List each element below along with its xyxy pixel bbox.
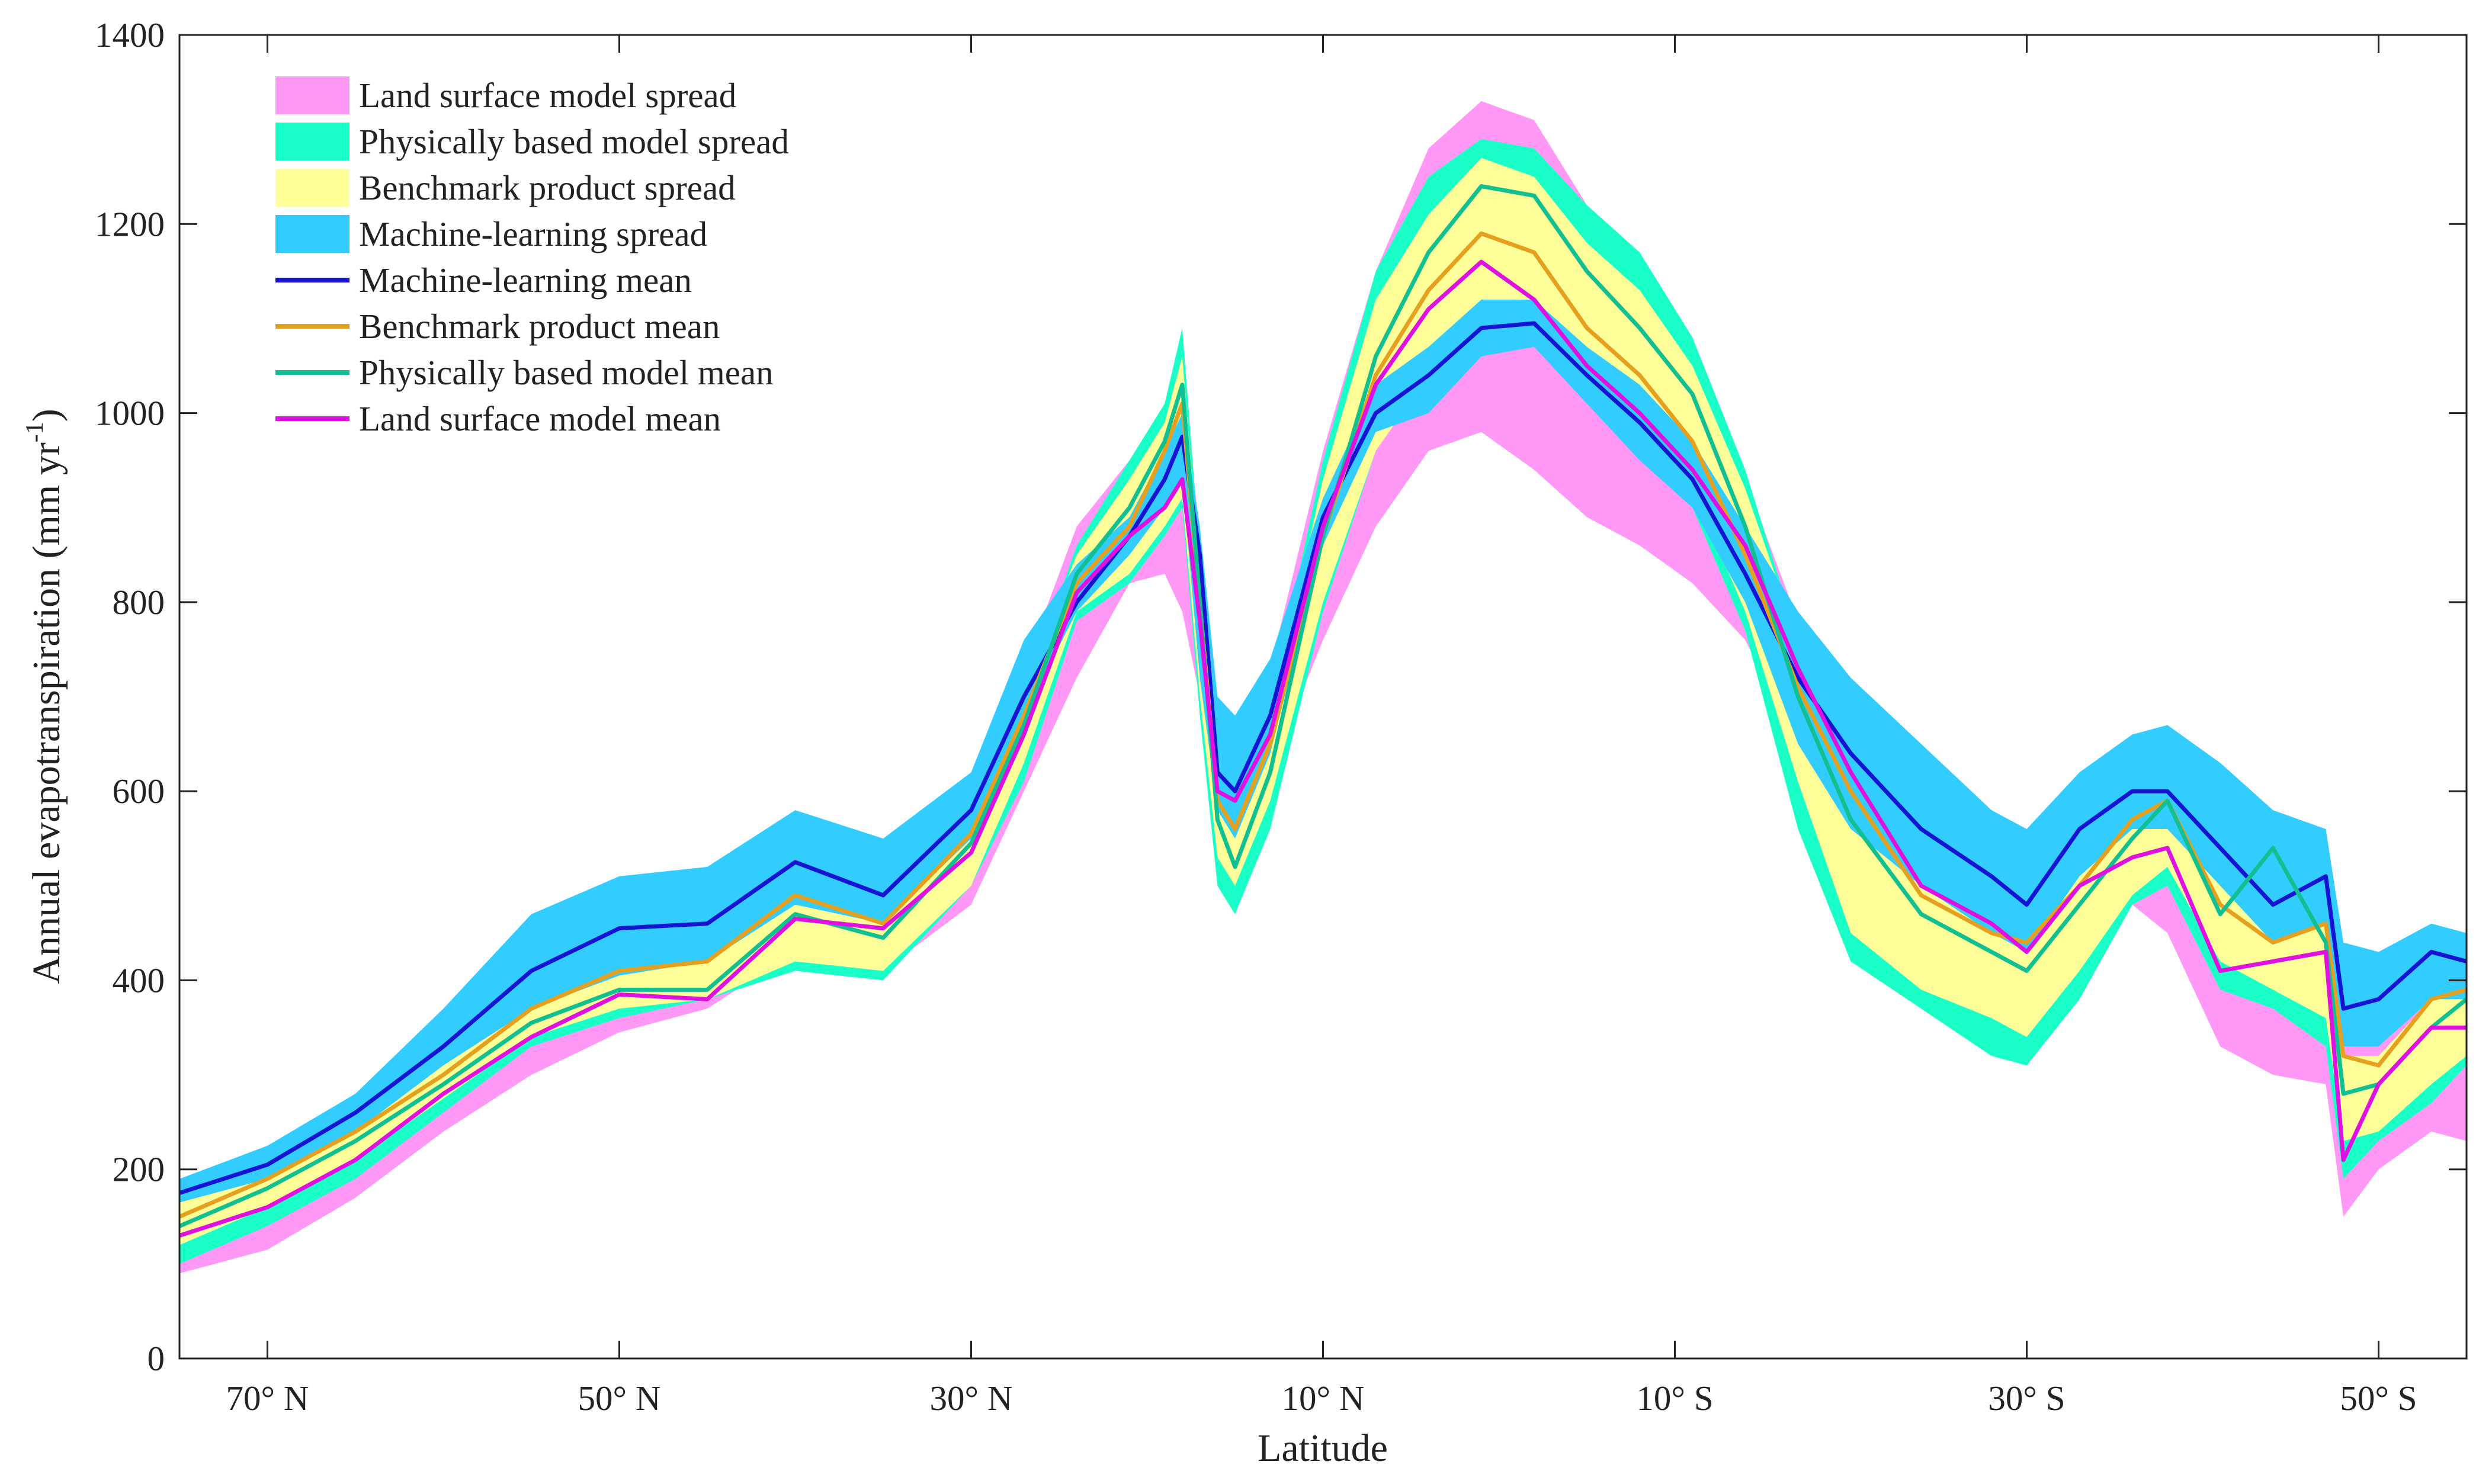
x-axis-label: Latitude	[1258, 1427, 1388, 1470]
legend-swatch	[275, 169, 349, 207]
plot-area	[179, 101, 2467, 1274]
x-tick-label: 10° N	[1282, 1379, 1365, 1418]
legend-swatch	[275, 123, 349, 160]
spread-band	[179, 139, 2467, 1264]
y-axis-label-close: )	[25, 409, 68, 422]
x-tick-label: 30° S	[1988, 1379, 2065, 1418]
y-tick-label: 200	[113, 1150, 165, 1189]
y-tick-label: 1000	[95, 394, 165, 433]
x-tick-label: 10° S	[1636, 1379, 1713, 1418]
legend-label: Physically based model spread	[359, 122, 789, 161]
legend-label: Benchmark product mean	[359, 307, 720, 346]
x-tick-label: 70° N	[226, 1379, 309, 1418]
legend-swatch	[275, 215, 349, 253]
y-axis-label: Annual evapotranspiration (mm yr-1)	[21, 409, 68, 984]
x-tick-label: 50° S	[2340, 1379, 2417, 1418]
legend-label: Physically based model mean	[359, 353, 774, 392]
mean-line	[179, 259, 2467, 1238]
legend-label: Benchmark product spread	[359, 168, 736, 207]
y-tick-label: 1200	[95, 204, 165, 243]
legend-label: Land surface model mean	[359, 399, 721, 438]
x-tick-label: 30° N	[930, 1379, 1013, 1418]
legend-swatch	[275, 76, 349, 114]
y-tick-label: 400	[113, 961, 165, 1000]
y-tick-label: 800	[113, 583, 165, 622]
y-axis-label-sup: -1	[21, 422, 49, 442]
y-tick-label: 0	[147, 1339, 165, 1378]
mean-line	[179, 321, 2467, 1195]
legend-label: Machine-learning mean	[359, 261, 692, 300]
legend-label: Land surface model spread	[359, 76, 736, 115]
y-axis-label-text: Annual evapotranspiration (mm yr	[25, 442, 68, 984]
mean-line	[179, 184, 2467, 1228]
legend-label: Machine-learning spread	[359, 214, 707, 253]
spread-band	[179, 101, 2467, 1274]
spread-band	[179, 158, 2467, 1245]
x-tick-label: 50° N	[578, 1379, 661, 1418]
y-tick-label: 1400	[95, 15, 165, 54]
y-tick-label: 600	[113, 772, 165, 811]
